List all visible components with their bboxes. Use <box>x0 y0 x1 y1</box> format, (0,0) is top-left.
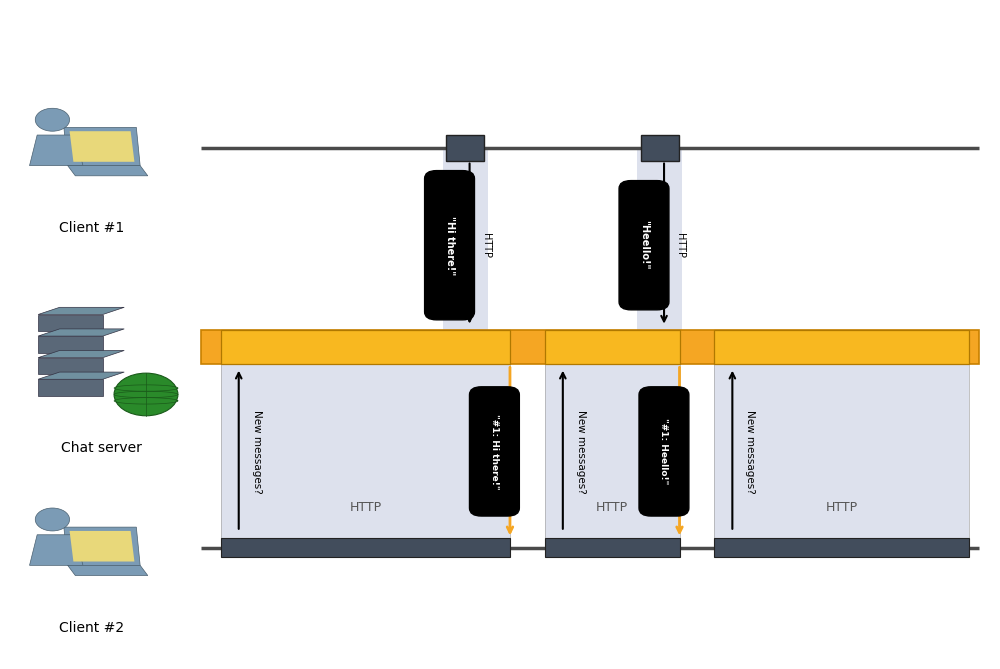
FancyBboxPatch shape <box>425 171 474 320</box>
Polygon shape <box>38 307 124 314</box>
Polygon shape <box>30 135 83 166</box>
Text: "Heello!": "Heello!" <box>639 221 649 270</box>
Text: New messages?: New messages? <box>576 409 586 493</box>
Text: HTTP: HTTP <box>596 501 628 514</box>
Text: New messages?: New messages? <box>745 409 755 493</box>
Polygon shape <box>38 358 103 375</box>
Bar <box>714 539 969 557</box>
Text: "#1: Heello!": "#1: Heello!" <box>659 418 668 484</box>
Polygon shape <box>68 565 148 575</box>
Polygon shape <box>64 527 140 565</box>
Text: Client #2: Client #2 <box>59 621 124 635</box>
Circle shape <box>114 373 178 415</box>
Bar <box>446 135 484 161</box>
FancyBboxPatch shape <box>639 387 689 516</box>
Polygon shape <box>30 535 83 565</box>
Polygon shape <box>70 531 134 561</box>
Circle shape <box>35 508 70 531</box>
Bar <box>545 365 680 539</box>
Bar <box>637 148 682 330</box>
FancyBboxPatch shape <box>619 181 669 310</box>
Text: New messages?: New messages? <box>252 409 262 493</box>
Polygon shape <box>38 379 103 396</box>
Text: Chat server: Chat server <box>61 441 142 455</box>
Circle shape <box>35 108 70 131</box>
Bar <box>545 539 680 557</box>
Bar <box>221 330 510 365</box>
Bar <box>641 135 679 161</box>
Polygon shape <box>38 329 124 336</box>
Text: "#1: Hi there!": "#1: Hi there!" <box>490 413 499 489</box>
Bar <box>714 365 969 539</box>
Text: HTTP: HTTP <box>675 233 685 258</box>
Text: "Hi there!": "Hi there!" <box>445 215 455 275</box>
Polygon shape <box>68 166 148 176</box>
Bar <box>714 365 969 539</box>
Polygon shape <box>38 372 124 379</box>
Bar <box>545 365 680 539</box>
Text: HTTP: HTTP <box>349 501 381 514</box>
Bar <box>201 330 979 365</box>
Polygon shape <box>38 314 103 331</box>
Text: HTTP: HTTP <box>825 501 858 514</box>
Bar <box>221 365 510 539</box>
Polygon shape <box>70 131 134 162</box>
Bar <box>221 365 510 539</box>
Polygon shape <box>64 127 140 166</box>
Bar <box>221 539 510 557</box>
Text: Client #1: Client #1 <box>59 221 124 235</box>
Polygon shape <box>38 336 103 353</box>
Bar <box>443 148 488 330</box>
FancyBboxPatch shape <box>469 387 519 516</box>
Polygon shape <box>38 351 124 358</box>
Text: HTTP: HTTP <box>481 233 491 258</box>
Bar <box>714 330 969 365</box>
Bar <box>545 330 680 365</box>
